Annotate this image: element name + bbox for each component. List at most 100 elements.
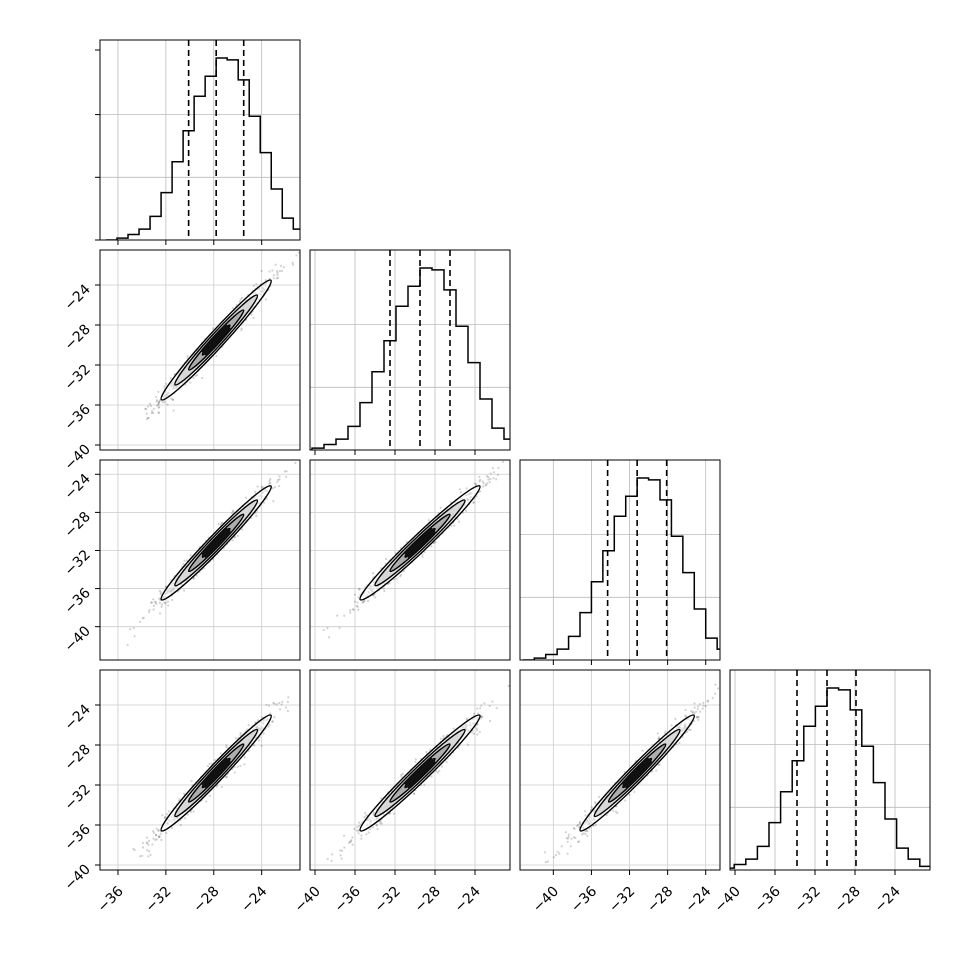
sample-point <box>203 567 206 570</box>
sample-point <box>465 509 468 512</box>
sample-point <box>284 706 288 709</box>
sample-point <box>339 849 342 852</box>
sample-point <box>353 593 357 596</box>
sample-point <box>371 826 375 829</box>
sample-point <box>466 743 470 746</box>
sample-point <box>149 402 152 405</box>
sample-point <box>657 736 660 739</box>
sample-point <box>369 828 372 831</box>
sample-point <box>157 829 160 832</box>
sample-point <box>276 276 280 279</box>
scatter-panel-2-0: −40−36−32−28−24 <box>62 459 301 661</box>
sample-point <box>322 628 325 632</box>
sample-point <box>244 496 248 499</box>
sample-point <box>400 775 403 778</box>
sample-point <box>353 827 356 831</box>
sample-point <box>268 482 271 485</box>
sample-point <box>271 720 274 723</box>
sample-point <box>126 643 129 646</box>
sample-point <box>363 600 366 603</box>
sample-point <box>231 307 235 310</box>
panel-frame <box>99 249 301 451</box>
sample-point <box>491 700 494 703</box>
panel-frame <box>309 459 511 661</box>
sample-point <box>438 769 441 772</box>
sample-point <box>656 732 659 735</box>
scatter-panel-1-0: −40−36−32−28−24 <box>62 249 301 474</box>
sample-point <box>158 405 161 408</box>
sample-point <box>147 839 151 843</box>
sample-point <box>141 846 145 849</box>
sample-point <box>481 480 484 483</box>
sample-point <box>445 761 448 764</box>
sample-point <box>183 559 186 562</box>
sample-point <box>439 737 442 740</box>
sample-point <box>155 395 158 398</box>
sample-point <box>505 455 507 457</box>
sample-point <box>280 703 283 706</box>
sample-point <box>190 779 193 783</box>
sample-point <box>256 719 260 722</box>
sample-point <box>201 376 204 380</box>
sample-point <box>163 401 166 404</box>
sample-point <box>364 811 367 815</box>
sample-point <box>215 785 218 788</box>
sample-point <box>256 485 259 488</box>
sample-point <box>252 284 255 287</box>
sample-point <box>706 700 709 703</box>
sample-point <box>161 401 164 404</box>
sample-point <box>343 614 346 617</box>
sample-point <box>375 823 378 826</box>
sample-point <box>349 840 352 843</box>
sample-point <box>339 854 342 857</box>
sample-point <box>160 605 163 608</box>
sample-point <box>376 828 379 831</box>
sample-point <box>150 601 153 604</box>
sample-point <box>275 270 279 273</box>
histogram-0 <box>105 57 300 240</box>
sample-point <box>192 577 195 580</box>
sample-point <box>430 775 433 778</box>
sample-point <box>423 783 426 786</box>
sample-point <box>481 715 484 719</box>
sample-point <box>326 626 329 630</box>
sample-point <box>434 541 437 544</box>
sample-point <box>178 798 181 801</box>
sample-point <box>268 277 271 280</box>
sample-point <box>342 834 346 837</box>
sample-point <box>147 611 151 614</box>
sample-point <box>145 841 148 844</box>
sample-point <box>182 589 186 592</box>
sample-point <box>487 478 490 481</box>
density-peak <box>220 756 232 769</box>
sample-point <box>276 271 279 274</box>
sample-point <box>234 535 237 539</box>
sample-point <box>491 467 495 470</box>
sample-point <box>154 838 157 841</box>
sample-point <box>286 700 289 704</box>
panel-frame <box>309 669 511 871</box>
panel-frame <box>309 249 511 451</box>
scatter-panel-3-0: −40−36−32−28−24−36 −32 −28 −24 <box>62 669 301 916</box>
sample-point <box>262 732 265 735</box>
sample-point <box>358 587 361 590</box>
sample-point <box>453 524 456 527</box>
sample-point <box>154 833 158 837</box>
sample-point <box>150 411 153 415</box>
sample-point <box>292 263 295 266</box>
sample-point <box>358 824 361 827</box>
x-tick-label: −24 <box>452 883 484 915</box>
sample-point <box>331 853 334 856</box>
sample-point <box>166 403 169 406</box>
sample-point <box>133 848 136 852</box>
sample-point <box>360 837 363 840</box>
y-tick-label: −36 <box>62 401 94 433</box>
sample-point <box>380 822 384 825</box>
sample-point <box>132 627 135 630</box>
sample-point <box>171 398 174 401</box>
sample-point <box>171 398 175 401</box>
sample-point <box>192 376 195 380</box>
sample-point <box>458 488 461 491</box>
sample-point <box>355 604 358 608</box>
sample-point <box>159 833 162 836</box>
